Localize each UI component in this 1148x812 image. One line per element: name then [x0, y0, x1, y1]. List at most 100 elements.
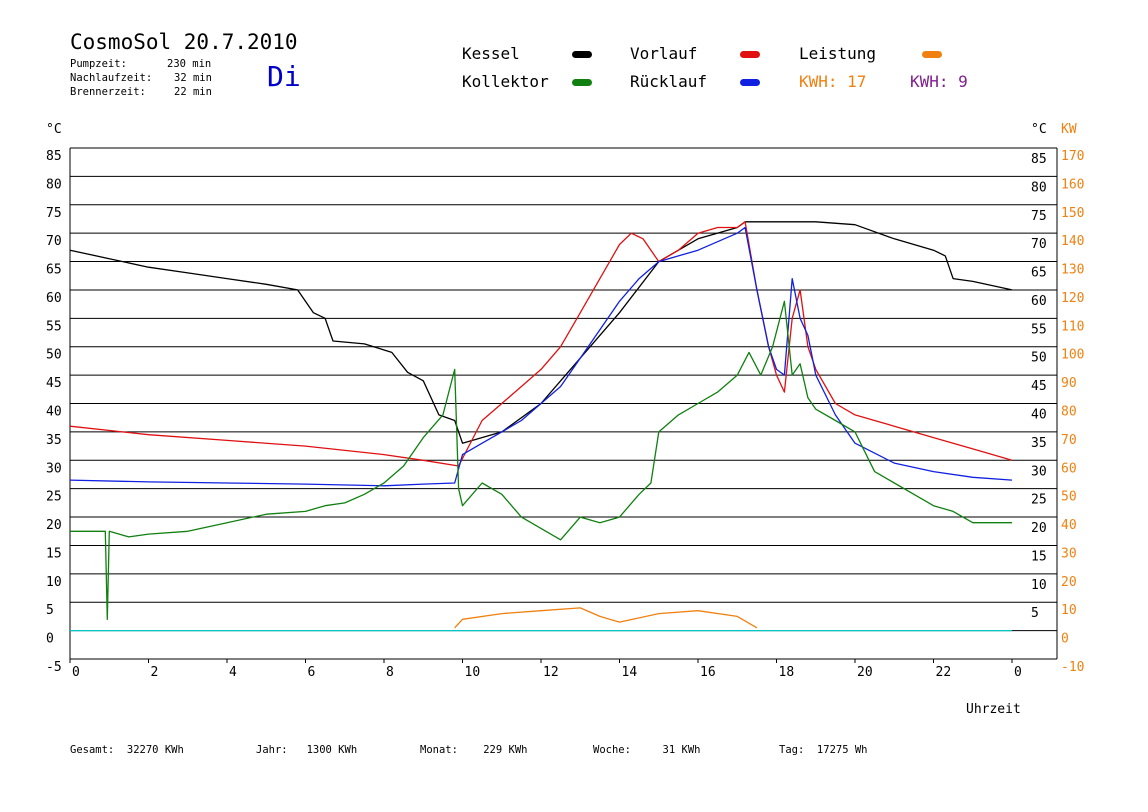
y-tick-right-kw: 160	[1061, 177, 1084, 192]
x-tick-label: 2	[151, 665, 159, 680]
y-tick-right-kw: 170	[1061, 149, 1084, 164]
y-tick-left: 45	[46, 376, 62, 391]
y-tick-left: 0	[46, 632, 54, 647]
x-tick-label: 8	[386, 665, 394, 680]
y-tick-left: 75	[46, 206, 62, 221]
y-tick-left: 55	[46, 319, 62, 334]
y-tick-left: 40	[46, 405, 62, 420]
y-tick-right-c: 50	[1031, 351, 1047, 366]
footer-tag: Tag: 17275 Wh	[779, 744, 868, 756]
y-tick-right-c: 30	[1031, 464, 1047, 479]
y-tick-right-c: 85	[1031, 152, 1047, 167]
series-line-rücklauf	[69, 226, 1013, 487]
legend-label-kessel: Kessel	[462, 44, 520, 63]
stat-pumpzeit-value: 230 min	[167, 58, 212, 70]
y-axis-unit-right-c: °C	[1031, 122, 1047, 137]
y-axis-unit-left: °C	[46, 122, 62, 137]
y-tick-right-c: 45	[1031, 379, 1047, 394]
y-tick-right-c: 5	[1031, 606, 1039, 621]
x-tick-label: 12	[543, 665, 559, 680]
legend-kwh-purple: KWH: 9	[910, 72, 968, 91]
y-tick-right-c: 65	[1031, 266, 1047, 281]
legend-swatch-vorlauf	[740, 51, 760, 58]
legend-swatch-kollektor	[572, 79, 592, 86]
y-tick-left: 35	[46, 433, 62, 448]
y-tick-right-c: 55	[1031, 322, 1047, 337]
x-tick-label: 16	[700, 665, 716, 680]
footer-jahr: Jahr: 1300 KWh	[256, 744, 358, 756]
y-tick-right-c: 10	[1031, 578, 1047, 593]
stat-brennerzeit-label: Brennerzeit:	[70, 86, 146, 98]
series-line-vorlauf	[69, 221, 1013, 467]
legend-swatch-leistung	[922, 51, 942, 58]
x-tick-label: 0	[72, 665, 80, 680]
x-tick-label: 20	[857, 665, 873, 680]
y-tick-right-kw: 60	[1061, 461, 1077, 476]
x-tick-label: 0	[1014, 665, 1022, 680]
stat-nachlaufzeit-value: 32 min	[174, 72, 212, 84]
y-tick-left: 65	[46, 263, 62, 278]
y-tick-right-c: 75	[1031, 209, 1047, 224]
y-tick-right-c: 60	[1031, 294, 1047, 309]
legend-label-ruecklauf: Rücklauf	[630, 72, 708, 91]
y-tick-right-kw: 150	[1061, 206, 1084, 221]
y-tick-right-kw: 70	[1061, 433, 1077, 448]
series-line-kollektor	[70, 300, 1012, 620]
y-tick-right-kw: 100	[1061, 348, 1084, 363]
y-tick-right-c: 35	[1031, 436, 1047, 451]
x-tick-label: 18	[779, 665, 795, 680]
y-tick-right-kw: 50	[1061, 490, 1077, 505]
y-tick-right-c: 40	[1031, 408, 1047, 423]
series-line-kessel	[69, 221, 1013, 444]
legend-swatch-kessel	[572, 51, 592, 58]
y-tick-right-c: 70	[1031, 237, 1047, 252]
y-tick-left: 5	[46, 603, 54, 618]
legend-label-vorlauf: Vorlauf	[630, 44, 698, 63]
x-axis-label: Uhrzeit	[966, 702, 1021, 717]
y-tick-left: 70	[46, 234, 62, 249]
y-tick-right-kw: 0	[1061, 632, 1069, 647]
weekday-label: Di	[267, 60, 301, 93]
x-tick-label: 14	[622, 665, 638, 680]
y-tick-right-kw: 140	[1061, 234, 1084, 249]
y-tick-left: 60	[46, 291, 62, 306]
x-tick-label: 4	[229, 665, 237, 680]
y-tick-right-kw: 40	[1061, 518, 1077, 533]
y-tick-right-c: 80	[1031, 180, 1047, 195]
y-tick-right-kw: 30	[1061, 546, 1077, 561]
y-tick-left: 20	[46, 518, 62, 533]
y-tick-left: 15	[46, 546, 62, 561]
y-tick-right-kw: 80	[1061, 405, 1077, 420]
footer-woche: Woche: 31 KWh	[593, 744, 701, 756]
stat-brennerzeit-value: 22 min	[174, 86, 212, 98]
stat-nachlaufzeit-label: Nachlaufzeit:	[70, 72, 153, 84]
legend-kwh-orange: KWH: 17	[799, 72, 867, 91]
y-tick-left: 10	[46, 575, 62, 590]
stat-pumpzeit-label: Pumpzeit:	[70, 58, 127, 70]
x-tick-label: 6	[308, 665, 316, 680]
y-tick-right-kw: -10	[1061, 660, 1084, 675]
chart-title: CosmoSol 20.7.2010	[70, 30, 298, 54]
y-tick-left: 85	[46, 149, 62, 164]
y-tick-right-kw: 10	[1061, 603, 1077, 618]
y-tick-right-kw: 90	[1061, 376, 1077, 391]
legend-swatch-ruecklauf	[740, 79, 760, 86]
x-tick-label: 10	[465, 665, 481, 680]
x-tick-label: 22	[936, 665, 952, 680]
y-tick-right-c: 25	[1031, 493, 1047, 508]
y-tick-left: -5	[46, 660, 62, 675]
y-axis-unit-right-kw: KW	[1061, 122, 1077, 137]
y-tick-left: 25	[46, 490, 62, 505]
y-tick-right-kw: 20	[1061, 575, 1077, 590]
y-tick-right-kw: 110	[1061, 319, 1084, 334]
y-tick-right-kw: 120	[1061, 291, 1084, 306]
y-tick-left: 80	[46, 177, 62, 192]
footer-monat: Monat: 229 KWh	[420, 744, 528, 756]
y-tick-left: 50	[46, 348, 62, 363]
series-line-leistung	[454, 607, 758, 629]
y-tick-right-c: 20	[1031, 521, 1047, 536]
legend-label-kollektor: Kollektor	[462, 72, 549, 91]
footer-gesamt: Gesamt: 32270 KWh	[70, 744, 184, 756]
y-tick-right-kw: 130	[1061, 263, 1084, 278]
